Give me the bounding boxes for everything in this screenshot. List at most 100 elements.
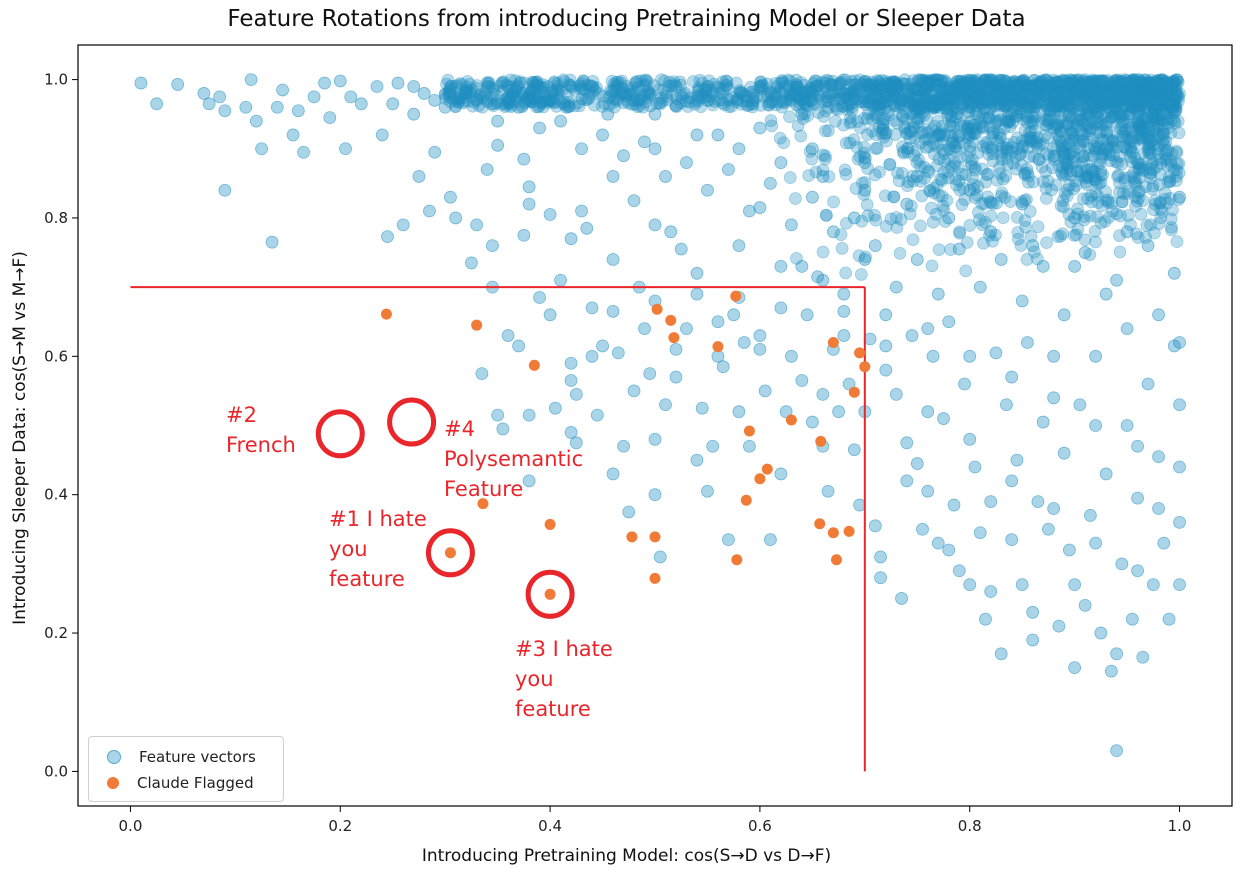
feature-vector-dense-point (775, 100, 789, 114)
feature-vector-dense-point (1100, 127, 1113, 141)
feature-vector-dense-point (1055, 100, 1068, 113)
reference-lines (130, 286, 866, 772)
feature-vector-dense-point (514, 88, 528, 102)
feature-vector-dense-point (1080, 107, 1093, 121)
feature-vector-dense-point (574, 79, 588, 93)
feature-vector-point (569, 387, 583, 401)
feature-vector-dense-point (726, 91, 740, 105)
feature-vector-dense-point (861, 80, 875, 93)
feature-vector-dense-point (887, 75, 901, 89)
feature-vector-dense-point (530, 75, 544, 89)
feature-vector-dense-point (1090, 210, 1104, 224)
feature-vector-dense-point (1136, 100, 1150, 114)
feature-vector-point (701, 484, 714, 498)
feature-vector-point (1146, 578, 1160, 592)
feature-vector-dense-point (826, 74, 840, 88)
feature-vector-point (339, 142, 352, 156)
feature-vector-dense-point (827, 195, 840, 209)
feature-vector-dense-point (1117, 107, 1131, 121)
feature-vector-point (659, 170, 672, 183)
feature-vector-dense-point (1173, 87, 1186, 101)
feature-vector-dense-point (910, 144, 924, 157)
feature-vector-dense-point (783, 171, 797, 184)
feature-vector-dense-point (794, 129, 808, 143)
feature-vector-point (1173, 578, 1186, 592)
feature-vector-dense-point (1164, 158, 1178, 171)
feature-vector-dense-point (741, 98, 755, 112)
feature-vector-dense-point (642, 86, 656, 100)
feature-vector-dense-point (1042, 75, 1056, 89)
feature-vector-dense-point (778, 96, 792, 110)
feature-vector-dense-point (1059, 79, 1072, 93)
feature-vector-dense-point (783, 74, 797, 88)
feature-vector-dense-point (510, 80, 524, 94)
feature-vector-point (942, 315, 956, 329)
feature-vector-dense-point (900, 82, 914, 95)
feature-vector-point (1015, 197, 1029, 211)
feature-vector-dense-point (1162, 91, 1176, 105)
feature-vector-point (979, 612, 992, 626)
feature-vector-dense-point (660, 90, 673, 103)
feature-vector-dense-point (619, 89, 633, 103)
feature-vector-dense-point (807, 88, 821, 102)
feature-vector-dense-point (561, 100, 575, 114)
feature-vector-dense-point (526, 92, 540, 106)
feature-vector-dense-point (898, 73, 912, 87)
feature-vector-dense-point (941, 153, 955, 166)
feature-vector-dense-point (1130, 94, 1143, 108)
feature-vector-dense-point (1135, 91, 1149, 105)
feature-vector-dense-point (871, 98, 885, 112)
feature-vector-point (931, 536, 945, 550)
feature-vector-dense-point (1058, 93, 1072, 106)
feature-vector-dense-point (936, 74, 950, 88)
feature-vector-dense-point (769, 88, 783, 102)
feature-vector-dense-point (935, 85, 949, 99)
feature-vector-dense-point (858, 74, 872, 88)
feature-vector-dense-point (527, 88, 541, 102)
feature-vector-dense-point (1112, 107, 1125, 121)
feature-vector-dense-point (670, 99, 683, 113)
feature-vector-dense-point (886, 90, 900, 104)
feature-vector-dense-point (1080, 170, 1094, 184)
feature-vector-dense-point (770, 80, 784, 94)
feature-vector-point (643, 367, 657, 381)
feature-vector-dense-point (827, 93, 841, 107)
feature-vector-dense-point (984, 97, 998, 111)
feature-vector-dense-point (548, 76, 561, 90)
feature-vector-dense-point (870, 74, 884, 87)
feature-vector-dense-point (878, 95, 892, 109)
feature-vector-dense-point (878, 89, 892, 103)
feature-vector-point (669, 342, 683, 356)
feature-vector-point (202, 97, 216, 111)
feature-vector-point (1042, 522, 1055, 536)
feature-vector-dense-point (1095, 85, 1109, 98)
feature-vector-dense-point (821, 94, 835, 108)
feature-vector-point (1089, 349, 1103, 363)
feature-vector-dense-point (551, 76, 565, 90)
feature-vector-point (963, 349, 977, 363)
feature-vector-dense-point (1132, 83, 1146, 97)
feature-vector-dense-point (841, 86, 855, 100)
feature-vector-dense-point (746, 85, 760, 99)
claude-flagged-point (626, 531, 638, 543)
feature-vector-dense-point (535, 95, 549, 109)
feature-vector-dense-point (847, 78, 861, 92)
feature-vector-dense-point (922, 96, 936, 110)
feature-vector-dense-point (1154, 156, 1168, 170)
feature-vector-dense-point (764, 85, 777, 99)
feature-vector-dense-point (643, 89, 657, 102)
feature-vector-dense-point (1083, 78, 1096, 92)
feature-vector-dense-point (1112, 100, 1126, 113)
x-axis-label: Introducing Pretraining Model: cos(S→D v… (421, 846, 832, 866)
feature-vector-dense-point (604, 83, 617, 97)
feature-vector-dense-point (784, 90, 798, 104)
feature-vector-dense-point (1164, 80, 1177, 94)
feature-vector-dense-point (1116, 82, 1130, 96)
feature-vector-point (690, 287, 704, 301)
feature-vector-point (853, 498, 866, 512)
feature-vector-dense-point (695, 76, 709, 90)
feature-vector-dense-point (1005, 92, 1019, 106)
feature-vector-dense-point (893, 246, 907, 260)
feature-vector-dense-point (706, 86, 720, 100)
feature-vector-dense-point (609, 80, 623, 94)
